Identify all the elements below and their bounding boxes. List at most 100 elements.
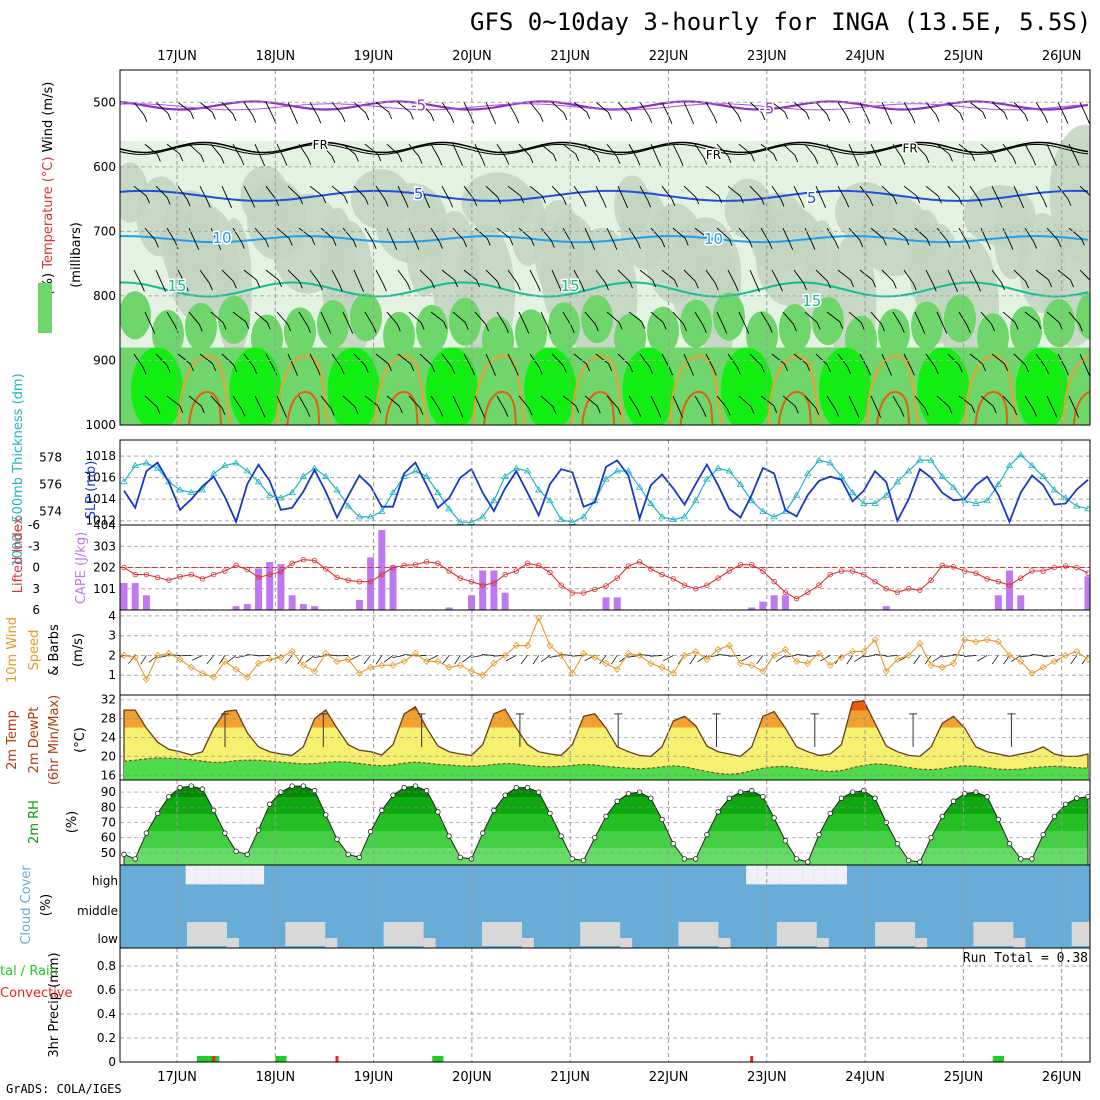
y-label-part: Wind (m/s)	[41, 82, 56, 153]
li-point	[905, 586, 912, 592]
wind-barb-flag	[586, 363, 590, 372]
li-point	[244, 566, 251, 573]
wind-barb-flag	[647, 200, 652, 208]
wind-barb	[166, 311, 176, 327]
wind-barb	[507, 269, 518, 284]
rh-point	[199, 786, 206, 792]
wind-barb	[474, 311, 486, 325]
wind-barb-flag	[1003, 112, 1008, 120]
wind-barb	[155, 101, 169, 114]
thickness-point	[434, 488, 442, 496]
pressure-tick-label: 700	[93, 224, 116, 238]
wind-barb	[419, 353, 432, 366]
wind-barb	[1020, 655, 1032, 658]
wind-barb	[155, 185, 168, 198]
wind-barb-flag	[1012, 156, 1017, 165]
wind-barb-flag	[726, 408, 731, 416]
thickness-point	[142, 459, 151, 466]
wind-barb	[452, 144, 461, 159]
wind-barb-flag	[151, 326, 156, 334]
rh-green-area	[647, 306, 679, 355]
wind-barb-flag	[921, 326, 926, 334]
slp-tick-label: 1014	[85, 492, 116, 506]
li-point	[199, 576, 206, 582]
rh-point	[423, 787, 430, 794]
wind-barb	[507, 102, 517, 117]
wind-speed-point	[176, 655, 184, 663]
wind-barb	[914, 143, 927, 157]
thickness-point	[322, 472, 330, 479]
precip-convective-bar	[335, 1056, 339, 1062]
wind-barb-flag	[570, 241, 575, 250]
wind-barb-flag	[859, 239, 864, 248]
wind-barb	[166, 143, 180, 155]
thickness-point	[792, 491, 801, 498]
isotherm-label: 15	[802, 292, 821, 310]
wind-barb	[243, 102, 254, 116]
wind-barb-flag	[562, 365, 567, 373]
wind-speed-point	[333, 657, 341, 665]
wind-barb	[573, 269, 582, 285]
cape-tick-label: 303	[93, 539, 116, 553]
rh-bright-area	[917, 347, 970, 425]
rh-point	[524, 784, 531, 791]
rh-green-area	[746, 311, 778, 360]
wind-barb-flag	[669, 367, 673, 376]
wind-barb	[863, 655, 876, 658]
wind-barb	[254, 144, 263, 159]
wind-speed-point	[288, 647, 296, 656]
wind-barb	[243, 269, 257, 281]
isotherm-25	[482, 390, 518, 425]
wind-barb-flag	[516, 282, 521, 291]
rh-point	[166, 793, 172, 800]
wind-barb-flag	[657, 410, 662, 418]
low-cloud-block	[423, 938, 436, 948]
wind-barb	[606, 395, 619, 409]
pressure-tick-label: 600	[93, 160, 116, 174]
wind-barb	[133, 101, 145, 116]
high-cloud-gap	[802, 865, 814, 885]
wind-barb-flag	[924, 408, 929, 416]
wind-barb	[958, 395, 973, 407]
wind-speed-point	[456, 661, 464, 669]
wind-barb	[199, 269, 210, 284]
li-point	[659, 571, 665, 578]
dew-line	[123, 757, 1089, 775]
wind-barb	[727, 101, 739, 115]
wind-barb	[485, 269, 498, 282]
wind-speed-point	[322, 649, 330, 658]
wind-barb	[529, 185, 543, 197]
rh-point	[659, 816, 665, 823]
wind-barb-flag	[683, 323, 687, 332]
wind-barb-flag	[1045, 366, 1049, 375]
cross-section-units-label: (millibars)	[69, 222, 84, 288]
low-cloud-block	[1071, 922, 1090, 946]
wind-barb-flag	[332, 238, 337, 246]
wind-barb-flag	[872, 279, 876, 288]
rh-point	[670, 841, 676, 847]
rh-bright-area	[425, 347, 478, 425]
x-axis-top-label: 19JUN	[354, 49, 394, 64]
wind-speed-point	[680, 651, 689, 660]
wind-barb	[364, 311, 374, 327]
li-point	[154, 574, 161, 581]
rh-point	[760, 793, 766, 800]
wind-barb-flag	[789, 242, 794, 250]
wind-barb-flag	[547, 326, 552, 334]
wind-barb	[430, 311, 445, 323]
wind-barb-flag	[471, 367, 475, 376]
rh-point	[401, 784, 407, 791]
wind-barb	[549, 655, 562, 658]
wind-barb	[507, 185, 521, 197]
wind-barb	[958, 227, 968, 243]
wind-barb-flag	[156, 154, 161, 162]
x-axis-bottom-label: 20JUN	[452, 1070, 492, 1085]
rh-point	[569, 856, 576, 862]
rh-point	[1029, 856, 1035, 862]
wind-barb	[493, 655, 506, 657]
wind-tick-label: 3	[108, 629, 116, 643]
wind-barb-flag	[866, 116, 871, 124]
wind-barb-flag	[734, 284, 739, 292]
wind-barb	[892, 395, 902, 411]
wind-barb	[166, 395, 180, 407]
